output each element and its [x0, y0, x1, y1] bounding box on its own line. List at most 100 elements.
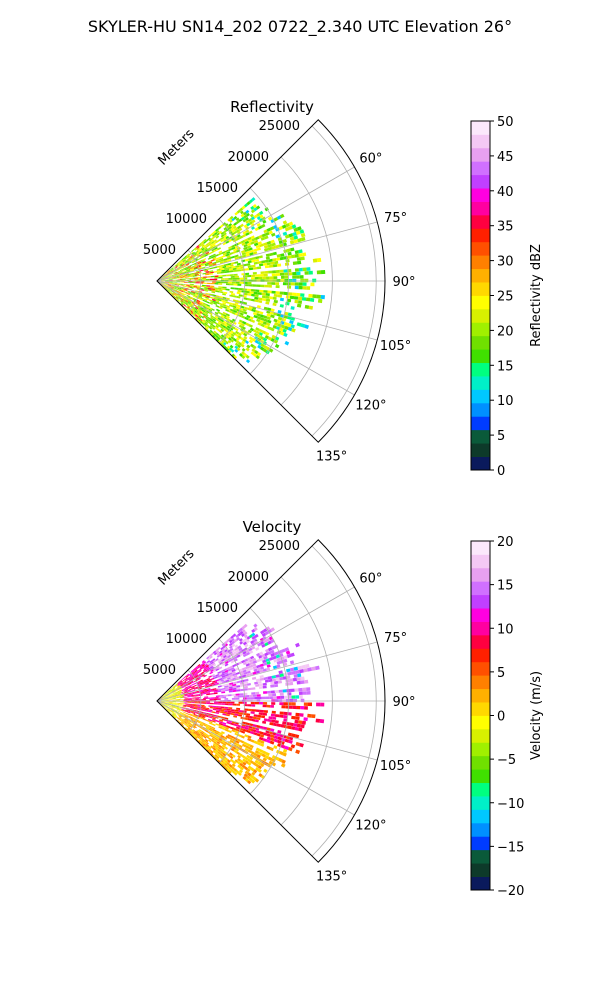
data-cell	[289, 705, 293, 709]
data-cell	[223, 291, 228, 294]
data-cell	[262, 712, 268, 716]
data-cell	[190, 733, 193, 737]
data-cell	[173, 295, 177, 299]
data-cell	[190, 293, 194, 296]
data-cell	[178, 292, 182, 295]
data-cell	[193, 247, 197, 250]
data-cell	[207, 710, 212, 713]
data-cell	[191, 689, 195, 692]
data-cell	[238, 753, 243, 757]
data-cell	[269, 226, 275, 231]
data-cell	[221, 746, 225, 751]
data-cell	[281, 275, 285, 279]
data-cell	[264, 259, 269, 263]
data-cell	[188, 731, 192, 735]
data-cell	[243, 281, 248, 284]
data-cell	[168, 699, 173, 701]
data-cell	[253, 314, 258, 319]
data-cell	[168, 689, 172, 692]
data-cell	[211, 737, 215, 741]
data-cell	[180, 284, 185, 286]
data-cell	[300, 323, 306, 328]
data-cell	[204, 269, 209, 272]
data-cell	[180, 299, 184, 302]
data-cell	[206, 324, 210, 328]
data-cell	[208, 299, 213, 302]
data-cell	[242, 650, 247, 655]
data-cell	[162, 274, 165, 277]
data-cell	[193, 701, 198, 703]
data-cell	[186, 673, 190, 677]
data-cell	[216, 652, 221, 656]
data-cell	[181, 274, 186, 276]
data-cell	[187, 258, 191, 262]
data-cell	[186, 260, 190, 263]
data-cell	[256, 351, 262, 357]
data-cell	[175, 690, 179, 693]
data-cell	[224, 706, 229, 709]
data-cell	[176, 277, 181, 279]
data-cell	[284, 234, 290, 239]
data-cell	[172, 277, 177, 279]
data-cell	[229, 344, 234, 349]
data-cell	[221, 727, 226, 731]
data-cell	[195, 733, 200, 737]
data-cell	[161, 701, 165, 702]
data-cell	[164, 287, 168, 290]
data-cell	[301, 297, 307, 301]
data-cell	[183, 718, 187, 722]
data-cell	[166, 705, 171, 708]
data-cell	[189, 678, 193, 682]
data-cell	[233, 230, 237, 235]
data-cell	[193, 725, 197, 729]
data-cell	[172, 701, 177, 703]
data-cell	[175, 290, 179, 293]
data-cell	[285, 223, 290, 228]
data-cell	[223, 260, 228, 263]
data-cell	[198, 664, 202, 668]
data-cell	[273, 658, 278, 663]
data-cell	[178, 716, 182, 719]
data-cell	[237, 764, 242, 769]
data-cell	[241, 326, 246, 330]
data-cell	[185, 264, 190, 267]
data-cell	[243, 683, 248, 687]
data-cell	[176, 713, 180, 716]
data-cell	[161, 701, 165, 703]
data-cell	[188, 677, 193, 681]
data-cell	[182, 274, 187, 276]
data-cell	[259, 651, 264, 656]
data-cell	[213, 302, 218, 305]
data-cell	[185, 701, 190, 703]
data-cell	[238, 710, 243, 713]
data-cell	[194, 668, 198, 671]
data-cell	[252, 266, 258, 270]
data-cell	[251, 632, 256, 637]
data-cell	[217, 226, 222, 230]
data-cell	[236, 295, 241, 299]
data-cell	[193, 687, 198, 690]
data-cell	[197, 316, 201, 320]
data-cell	[168, 284, 173, 286]
data-cell	[168, 278, 173, 280]
data-cell	[260, 740, 265, 744]
data-cell	[235, 697, 240, 700]
data-cell	[199, 722, 204, 725]
data-cell	[185, 718, 189, 721]
data-cell	[171, 294, 174, 297]
data-cell	[265, 752, 270, 757]
data-cell	[275, 285, 280, 289]
data-cell	[271, 245, 276, 250]
data-cell	[181, 691, 185, 693]
data-cell	[198, 735, 202, 739]
data-cell	[243, 631, 248, 636]
data-cell	[303, 668, 308, 673]
data-cell	[287, 732, 293, 737]
data-cell	[261, 292, 266, 296]
colorbar-swatch	[471, 255, 490, 270]
data-cell	[246, 314, 251, 319]
data-cell	[263, 718, 268, 722]
data-cell	[168, 288, 171, 291]
data-cell	[221, 739, 226, 743]
data-cell	[226, 639, 230, 643]
